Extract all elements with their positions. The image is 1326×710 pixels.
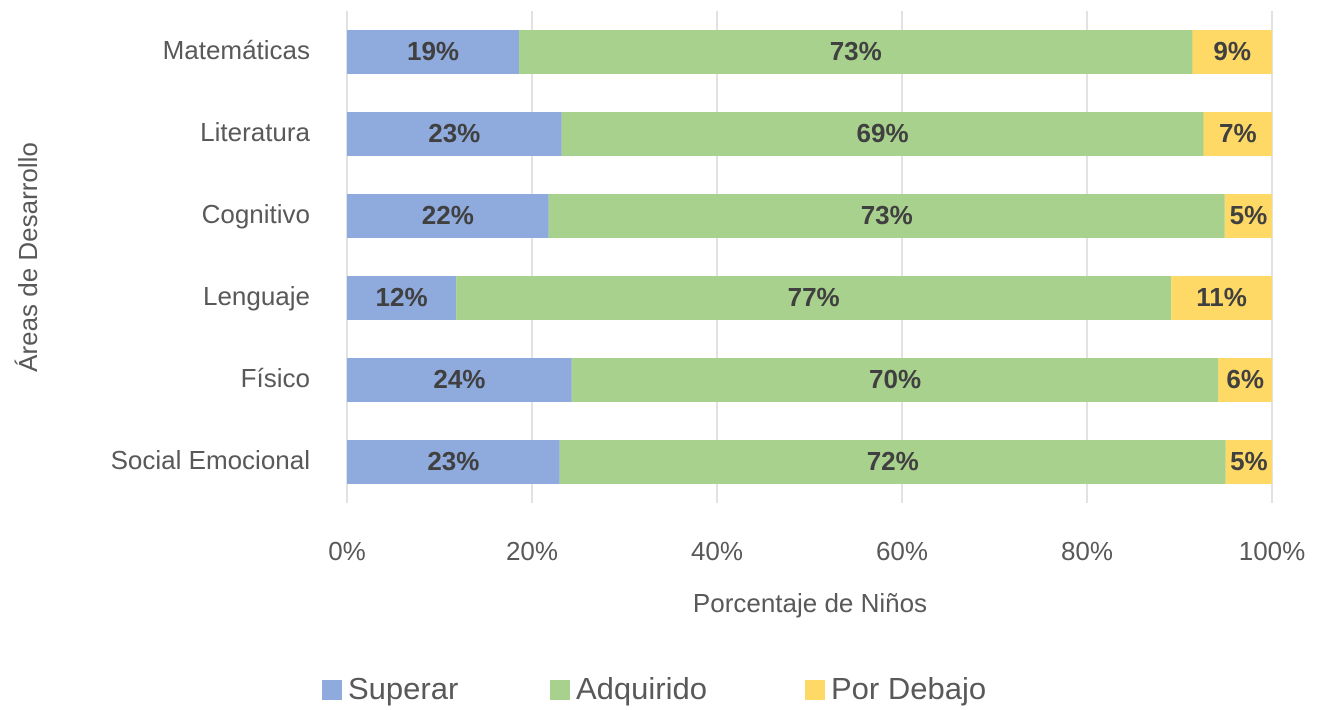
legend-swatch — [550, 680, 570, 700]
bar-segment — [548, 194, 1225, 238]
x-tick-label: 100% — [1239, 536, 1306, 566]
bar-segment — [347, 440, 560, 484]
bar-segment — [571, 358, 1219, 402]
legend-swatch — [322, 680, 342, 700]
legend-label: Superar — [348, 671, 458, 706]
value-label: 77% — [788, 282, 840, 312]
value-label: 5% — [1230, 200, 1268, 230]
bar-segment — [1192, 30, 1272, 74]
value-label: 70% — [869, 364, 921, 394]
y-tick-label: Lenguaje — [203, 281, 310, 311]
value-label: 5% — [1230, 446, 1268, 476]
value-label: 69% — [857, 118, 909, 148]
legend-label: Por Debajo — [831, 671, 986, 706]
bar-segment — [347, 30, 520, 74]
value-label: 22% — [422, 200, 474, 230]
legend-swatch — [805, 680, 825, 700]
value-label: 24% — [433, 364, 485, 394]
value-label: 7% — [1219, 118, 1257, 148]
bar-segment — [347, 358, 572, 402]
bar-segment — [456, 276, 1172, 320]
x-tick-label: 60% — [876, 536, 928, 566]
y-axis-title: Áreas de Desarrollo — [13, 142, 43, 372]
legend-label: Adquirido — [576, 671, 707, 706]
bar-segment — [347, 112, 562, 156]
bar-segment — [519, 30, 1193, 74]
value-label: 9% — [1213, 36, 1251, 66]
bar-segment — [1218, 358, 1272, 402]
y-tick-label: Social Emocional — [111, 445, 310, 475]
bar-segment — [1224, 194, 1272, 238]
value-label: 73% — [830, 36, 882, 66]
value-label: 73% — [861, 200, 913, 230]
x-axis-title: Porcentaje de Niños — [693, 588, 927, 618]
bar-segment — [347, 276, 457, 320]
bar-segment — [1171, 276, 1272, 320]
y-tick-label: Cognitivo — [202, 199, 310, 229]
value-label: 12% — [376, 282, 428, 312]
bar-segment — [559, 440, 1226, 484]
bar-segment — [347, 194, 549, 238]
value-label: 23% — [428, 118, 480, 148]
bar-segment — [1203, 112, 1272, 156]
x-tick-label: 0% — [328, 536, 366, 566]
bar-segment — [1225, 440, 1272, 484]
x-tick-label: 20% — [506, 536, 558, 566]
x-tick-label: 40% — [691, 536, 743, 566]
y-tick-label: Físico — [241, 363, 310, 393]
x-tick-label: 80% — [1061, 536, 1113, 566]
value-label: 72% — [867, 446, 919, 476]
bar-segment — [561, 112, 1204, 156]
y-tick-label: Matemáticas — [163, 35, 310, 65]
y-tick-label: Literatura — [200, 117, 310, 147]
value-label: 19% — [407, 36, 459, 66]
value-label: 11% — [1196, 282, 1247, 312]
value-label: 23% — [427, 446, 479, 476]
value-label: 6% — [1226, 364, 1264, 394]
